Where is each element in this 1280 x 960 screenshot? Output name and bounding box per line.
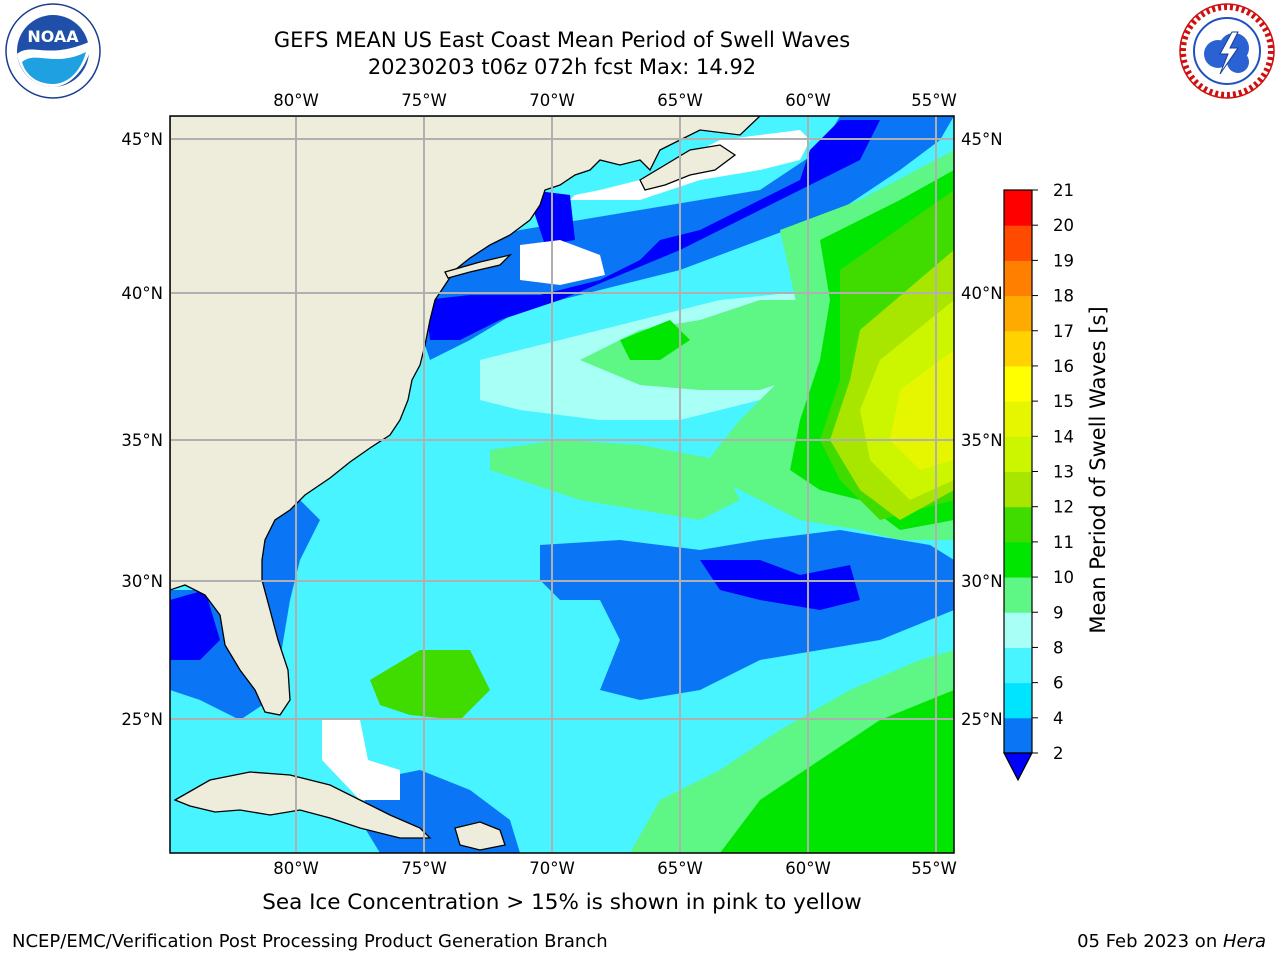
colorbar-swatch bbox=[1004, 717, 1032, 754]
colorbar-swatch bbox=[1004, 647, 1032, 684]
colorbar-swatch bbox=[1004, 612, 1032, 648]
noaa-logo-text: NOAA bbox=[27, 27, 79, 46]
lat-label-right-35n: 35°N bbox=[961, 431, 1003, 450]
field-10-11s-bahamas bbox=[370, 650, 490, 720]
chart-title: GEFS MEAN US East Coast Mean Period of S… bbox=[273, 28, 851, 52]
lat-label-left-40n: 40°N bbox=[121, 284, 163, 303]
colorbar-swatch bbox=[1004, 295, 1032, 332]
sea-ice-note: Sea Ice Concentration > 15% is shown in … bbox=[262, 890, 862, 915]
colorbar-tick-label: 6 bbox=[1053, 674, 1064, 693]
field-lt2s-south bbox=[700, 560, 860, 610]
lat-label-right-40n: 40°N bbox=[961, 284, 1003, 303]
field-10-11s-mid bbox=[620, 320, 690, 360]
nws-logo-icon bbox=[1179, 3, 1275, 99]
colorbar-swatch bbox=[1004, 365, 1032, 402]
land-nova-scotia bbox=[639, 144, 737, 191]
colorbar-under-extension bbox=[1003, 752, 1033, 782]
colorbar-tick-label: 14 bbox=[1053, 427, 1074, 446]
colorbar-tick-label: 9 bbox=[1053, 603, 1064, 622]
colorbar-tick-label: 4 bbox=[1053, 709, 1064, 728]
lon-label-bottom-80w: 80°W bbox=[273, 859, 319, 878]
colorbar-tick-label: 16 bbox=[1053, 357, 1074, 376]
lon-label-bottom-75w: 75°W bbox=[401, 859, 447, 878]
footer-date-text: 05 Feb 2023 on bbox=[1077, 931, 1223, 952]
colorbar-swatch bbox=[1004, 401, 1032, 437]
colorbar-swatch bbox=[1004, 225, 1032, 261]
colorbar-tick-label: 10 bbox=[1053, 568, 1074, 587]
noaa-logo-icon: NOAA bbox=[5, 3, 101, 99]
chart-subtitle: 20230203 t06z 072h fcst Max: 14.92 bbox=[367, 55, 757, 79]
masked-region-bahamas bbox=[322, 720, 400, 800]
lon-label-top-75w: 75°W bbox=[401, 91, 447, 110]
footer-date: 05 Feb 2023 on Hera bbox=[1077, 931, 1266, 952]
lat-label-right-45n: 45°N bbox=[961, 130, 1003, 149]
lat-label-right-25n: 25°N bbox=[961, 710, 1003, 729]
colorbar-tick-label: 15 bbox=[1053, 392, 1074, 411]
lon-label-top-55w: 55°W bbox=[911, 91, 957, 110]
footer-host: Hera bbox=[1222, 931, 1266, 952]
colorbar-tick-label: 13 bbox=[1053, 463, 1074, 482]
colorbar-tick-label: 11 bbox=[1053, 533, 1074, 552]
colorbar: 2 4 6 8 9 10 11 12 13 14 15 16 17 18 19 20 21 bbox=[1003, 181, 1074, 782]
colorbar-swatch bbox=[1004, 506, 1032, 543]
lat-label-left-30n: 30°N bbox=[121, 572, 163, 591]
field-9-10s-mid bbox=[580, 300, 850, 390]
lat-label-left-25n: 25°N bbox=[121, 710, 163, 729]
colorbar-tick-label: 19 bbox=[1053, 251, 1074, 270]
colorbar-swatch bbox=[1004, 577, 1032, 613]
lon-label-bottom-70w: 70°W bbox=[529, 859, 575, 878]
colorbar-tick-label: 20 bbox=[1053, 216, 1074, 235]
lon-label-bottom-60w: 60°W bbox=[785, 859, 831, 878]
lon-label-top-65w: 65°W bbox=[657, 91, 703, 110]
colorbar-tick-label: 21 bbox=[1053, 181, 1074, 200]
masked-region-new-england bbox=[520, 240, 605, 285]
colorbar-swatch bbox=[1004, 436, 1032, 472]
colorbar-swatch bbox=[1004, 260, 1032, 297]
colorbar-swatch bbox=[1004, 190, 1032, 226]
footer-credit: NCEP/EMC/Verification Post Processing Pr… bbox=[12, 931, 608, 952]
colorbar-swatch bbox=[1004, 682, 1032, 719]
field-lt2s-gulf bbox=[170, 590, 220, 660]
colorbar-tick-label: 17 bbox=[1053, 322, 1074, 341]
lon-label-bottom-55w: 55°W bbox=[911, 859, 957, 878]
colorbar-swatch bbox=[1004, 330, 1032, 367]
colorbar-tick-label: 2 bbox=[1053, 744, 1064, 763]
land-long-island bbox=[444, 253, 513, 279]
lat-label-left-35n: 35°N bbox=[121, 431, 163, 450]
colorbar-label: Mean Period of Swell Waves [s] bbox=[1086, 306, 1110, 633]
gridlines bbox=[170, 116, 954, 853]
land-cuba bbox=[173, 771, 432, 839]
colorbar-swatch bbox=[1004, 471, 1032, 508]
colorbar-tick-label: 12 bbox=[1053, 498, 1074, 517]
map-frame bbox=[169, 115, 955, 854]
lon-label-top-80w: 80°W bbox=[273, 91, 319, 110]
lon-label-top-70w: 70°W bbox=[529, 91, 575, 110]
lat-label-right-30n: 30°N bbox=[961, 572, 1003, 591]
lat-label-left-45n: 45°N bbox=[121, 130, 163, 149]
colorbar-tick-label: 18 bbox=[1053, 287, 1074, 306]
field-10-11s-south bbox=[720, 690, 954, 853]
field-lt2s-north bbox=[425, 120, 880, 340]
land-hispaniola bbox=[454, 821, 506, 851]
colorbar-swatch bbox=[1004, 541, 1032, 578]
colorbar-tick-label: 8 bbox=[1053, 638, 1064, 657]
lon-label-top-60w: 60°W bbox=[785, 91, 831, 110]
land-us-east bbox=[170, 116, 761, 716]
lon-label-bottom-65w: 65°W bbox=[657, 859, 703, 878]
